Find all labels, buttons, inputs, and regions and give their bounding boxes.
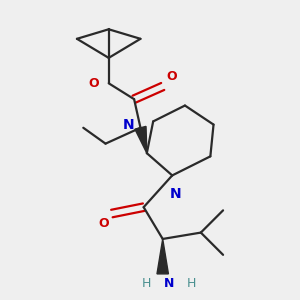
Text: N: N [169, 187, 181, 200]
Text: N: N [122, 118, 134, 132]
Text: O: O [98, 217, 109, 230]
Text: H: H [142, 277, 152, 290]
Text: O: O [88, 77, 99, 90]
Text: H: H [187, 277, 196, 290]
Polygon shape [157, 239, 168, 274]
Text: O: O [166, 70, 176, 83]
Text: N: N [164, 277, 174, 290]
Polygon shape [135, 126, 147, 153]
